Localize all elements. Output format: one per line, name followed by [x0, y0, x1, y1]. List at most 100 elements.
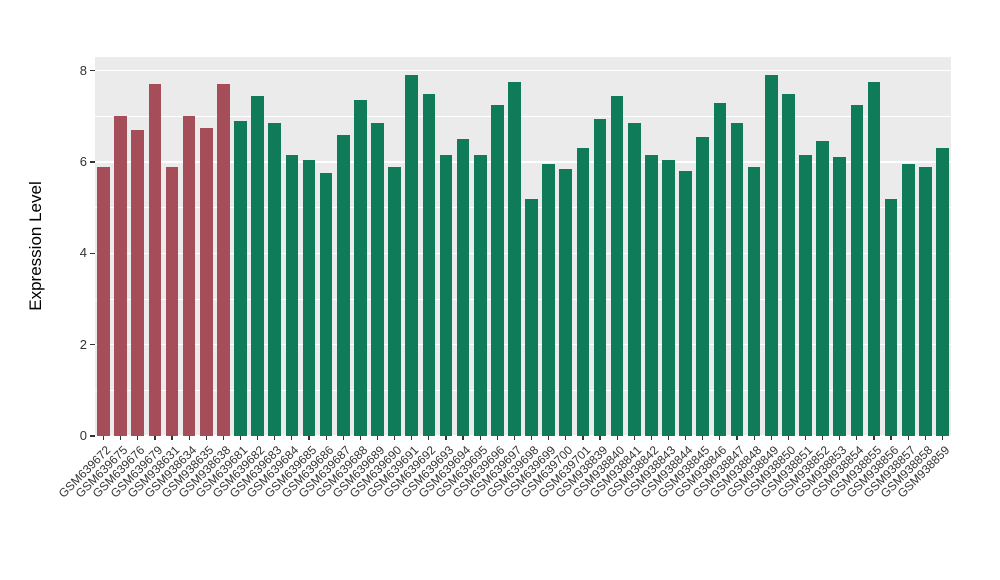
bar-GSM639693: [439, 155, 453, 436]
x-tick-mark: [188, 436, 190, 440]
bar-GSM639684: [285, 155, 299, 436]
bar-GSM639686: [319, 173, 333, 436]
x-tick-mark: [822, 436, 824, 440]
x-tick-mark: [462, 436, 464, 440]
y-tick-mark: [90, 344, 95, 346]
bar-GSM938848: [747, 166, 761, 436]
bar-GSM639700: [559, 168, 573, 436]
bar-GSM639682: [251, 95, 264, 436]
x-tick-mark: [496, 436, 498, 440]
bar-GSM639675: [114, 116, 127, 436]
bar-GSM938843: [662, 159, 675, 436]
x-tick-mark: [222, 436, 224, 440]
y-tick-label: 0: [79, 428, 87, 443]
x-tick-mark: [856, 436, 858, 440]
bar-GSM938850: [782, 93, 795, 436]
x-tick-mark: [702, 436, 704, 440]
y-tick-mark: [90, 161, 95, 163]
bar-GSM639690: [388, 166, 401, 436]
x-tick-mark: [137, 436, 139, 440]
bar-GSM938851: [799, 155, 812, 436]
bar-GSM938856: [884, 198, 898, 436]
bar-GSM938846: [713, 102, 727, 436]
x-tick-mark: [445, 436, 447, 440]
x-tick-mark: [599, 436, 601, 440]
bar-GSM639688: [354, 100, 367, 436]
bar-GSM938634: [182, 116, 196, 436]
x-tick-mark: [667, 436, 670, 440]
x-tick-mark: [359, 436, 361, 440]
y-tick-mark: [90, 252, 95, 254]
x-tick-mark: [291, 436, 293, 440]
bar-GSM639696: [490, 104, 504, 436]
bar-GSM639694: [456, 139, 470, 436]
gridline-major: [95, 161, 951, 163]
x-tick-mark: [342, 436, 344, 440]
bar-GSM639681: [234, 120, 247, 436]
x-tick-mark: [685, 436, 687, 440]
x-tick-mark: [308, 436, 310, 440]
gridline-minor: [95, 207, 951, 209]
x-tick-mark: [736, 436, 738, 440]
bar-GSM938852: [816, 141, 829, 436]
gridline-minor: [95, 298, 951, 300]
bar-GSM938841: [627, 123, 641, 436]
bar-GSM639672: [97, 166, 110, 436]
x-tick-mark: [257, 436, 259, 440]
gridline-major: [95, 343, 951, 346]
x-tick-mark: [171, 436, 173, 440]
x-tick-mark: [411, 436, 413, 440]
x-tick-mark: [102, 436, 105, 440]
x-tick-mark: [804, 436, 807, 440]
x-tick-mark: [120, 436, 122, 440]
bar-GSM938853: [833, 157, 847, 436]
bar-GSM938855: [867, 82, 881, 436]
x-tick-mark: [907, 436, 909, 440]
x-tick-mark: [376, 436, 379, 440]
x-tick-mark: [428, 436, 430, 440]
x-tick-mark: [274, 436, 276, 440]
x-tick-mark: [873, 436, 875, 440]
y-tick-label: 8: [79, 62, 87, 78]
gridline-minor: [95, 390, 951, 391]
bar-GSM938854: [850, 104, 864, 436]
y-tick-label: 6: [79, 154, 87, 170]
bar-GSM639689: [371, 123, 384, 436]
bar-GSM639697: [508, 82, 521, 436]
bar-GSM639676: [131, 130, 145, 436]
bar-GSM938839: [593, 118, 607, 436]
bar-GSM938842: [645, 155, 658, 436]
x-tick-mark: [513, 436, 516, 440]
x-tick-mark: [924, 436, 926, 440]
bar-GSM938635: [199, 127, 213, 436]
bar-GSM938631: [165, 166, 179, 436]
x-tick-mark: [239, 436, 242, 440]
bar-GSM639698: [525, 198, 538, 436]
x-tick-mark: [548, 436, 550, 440]
x-tick-mark: [941, 436, 944, 440]
x-tick-mark: [154, 436, 156, 440]
x-tick-mark: [325, 436, 327, 440]
x-tick-mark: [839, 436, 841, 440]
gridline-major: [95, 435, 951, 437]
bar-GSM938840: [610, 95, 624, 436]
y-tick-label: 4: [79, 245, 87, 261]
x-tick-mark: [616, 436, 618, 440]
bar-GSM938845: [696, 136, 710, 436]
bar-GSM639687: [336, 134, 350, 436]
y-tick-mark: [90, 70, 95, 72]
x-tick-mark: [582, 436, 584, 440]
bar-GSM639691: [405, 75, 419, 436]
x-tick-mark: [479, 436, 481, 440]
y-tick-mark: [90, 435, 95, 437]
x-tick-mark: [530, 436, 533, 440]
x-tick-mark: [565, 436, 567, 440]
bar-GSM639683: [268, 123, 282, 436]
bar-GSM639699: [542, 164, 555, 436]
bar-GSM938849: [764, 75, 778, 436]
bar-GSM639692: [422, 93, 436, 436]
x-tick-mark: [753, 436, 755, 440]
bar-GSM639695: [473, 155, 487, 436]
bar-GSM639701: [576, 148, 590, 436]
